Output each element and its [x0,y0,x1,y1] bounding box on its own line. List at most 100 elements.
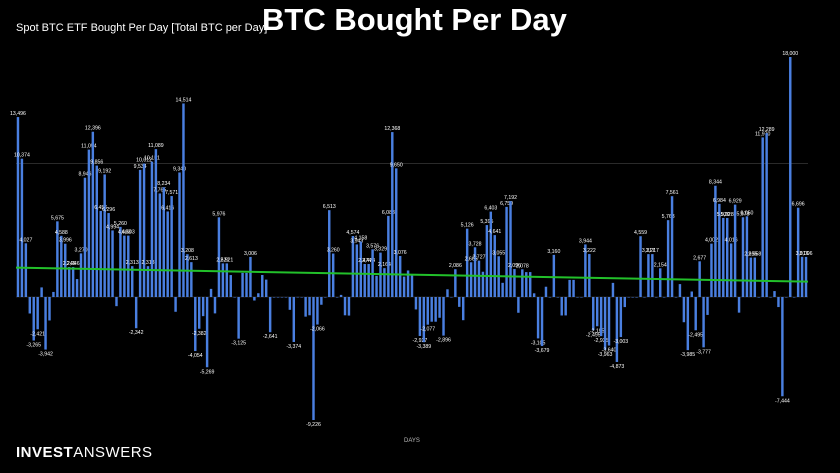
bar [40,287,43,297]
data-label: -2,927 [413,338,428,344]
data-label: 6,296 [102,207,115,213]
data-label: -2,421 [30,331,45,337]
data-label: 2,313 [142,260,155,266]
bar [714,185,717,297]
data-label: 7,192 [504,195,517,201]
bar [655,296,658,298]
bar [501,282,504,297]
bar [745,216,749,297]
bar [509,201,512,297]
data-label: 11,970 [755,131,771,137]
bar [60,235,63,297]
data-label: 3,329 [374,247,387,253]
bar [682,297,686,323]
bar [647,254,650,297]
bar [426,297,429,325]
bar [225,263,229,297]
bar [324,297,327,298]
data-label: 5,126 [461,223,474,229]
bar [525,272,528,297]
data-label: -2,077 [420,327,435,333]
bar [580,297,583,298]
brand-light: ANSWERS [73,444,153,461]
data-label: 4,641 [488,229,501,235]
data-label: -3,265 [26,343,41,349]
data-label: -2,066 [310,327,325,333]
data-label: 3,222 [583,248,596,254]
bar [268,297,272,333]
bar [178,172,181,297]
bar [729,243,733,297]
bar [182,103,185,297]
bar [442,297,445,336]
bar [115,297,118,307]
data-label: 6,929 [729,199,742,205]
bar [292,297,296,342]
data-label: 2,164 [378,262,391,268]
data-label: 5,929 [717,212,730,218]
bar [493,235,496,297]
data-label: -2,935 [594,338,609,344]
bar [666,220,670,297]
bar [769,297,772,298]
data-label: -3,003 [613,339,628,345]
data-label: 9,192 [98,168,111,174]
data-label: 2,154 [654,262,667,268]
data-label: 6,050 [740,210,753,216]
data-label: 10,151 [144,156,160,162]
bar [166,211,169,297]
data-label: 4,994 [106,224,119,230]
data-label: 2,613 [185,256,198,262]
bar [536,297,540,339]
bar [347,297,351,316]
bar [528,272,532,297]
data-label: 6,083 [382,210,395,216]
data-label: 2,727 [472,255,485,261]
data-label: 5,763 [662,214,675,220]
bar [639,236,642,297]
data-label: 5,976 [212,211,225,217]
bar [678,284,682,297]
bar [532,293,536,297]
bar [36,297,39,330]
bar [64,243,67,297]
data-label: 9,534 [134,164,147,170]
bar [150,161,154,297]
bar [127,235,130,297]
bar [276,296,280,298]
bar [91,131,95,297]
bar [213,297,217,314]
bar [198,297,201,329]
bar [773,291,776,297]
bar [304,297,307,317]
bar [131,266,134,297]
data-label: 3,006 [244,251,257,257]
bar [792,297,796,298]
data-label: -3,679 [535,348,550,354]
bar [75,279,79,297]
bar [757,297,760,298]
data-label: 2,521 [220,257,233,263]
data-label: 2,096 [508,263,521,269]
bar [521,269,524,297]
bar [67,267,71,297]
bar [355,244,359,297]
bar [686,297,690,351]
data-label: 4,002 [705,238,718,244]
data-label: -2,641 [263,334,278,340]
bar [170,196,173,297]
data-label: 6,513 [323,204,336,210]
bar [249,256,252,297]
data-label: -2,896 [436,338,451,344]
data-label: 7,561 [666,190,679,196]
bar [312,297,315,421]
data-label: -3,125 [231,341,246,347]
bar [785,297,788,298]
bar [221,263,225,297]
bar [623,297,626,308]
bar [603,297,607,350]
data-label: 4,588 [55,230,68,236]
bar [16,117,20,297]
data-label: 12,289 [759,127,775,133]
data-label: 6,984 [713,198,726,204]
